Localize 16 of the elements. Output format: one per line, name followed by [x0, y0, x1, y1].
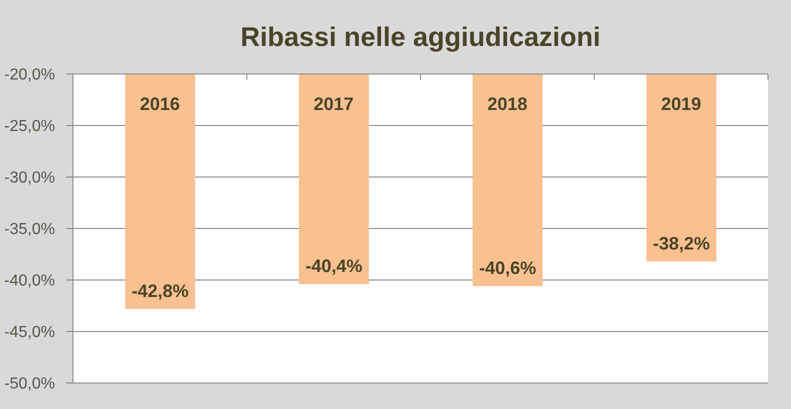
y-tick-label: -35,0%: [4, 221, 55, 238]
data-label: -42,8%: [132, 280, 189, 301]
x-tick-label: 2016: [140, 94, 180, 114]
data-label: -38,2%: [652, 233, 710, 254]
data-label: -40,4%: [305, 256, 362, 276]
chart-title: Ribassi nelle aggiudicazioni: [239, 21, 602, 54]
y-tick-label: -30,0%: [4, 170, 55, 187]
x-tick-label: 2019: [661, 94, 702, 114]
y-tick-label: -40,0%: [4, 272, 55, 290]
y-tick-label: -25,0%: [4, 118, 55, 136]
x-tick-label: 2017: [314, 94, 354, 114]
x-tick-label: 2018: [487, 94, 528, 114]
data-label: -40,6%: [479, 258, 536, 278]
y-tick-label: -45,0%: [4, 324, 55, 342]
y-tick-label: -20,0%: [4, 66, 55, 84]
y-tick-label: -50,0%: [4, 376, 55, 393]
